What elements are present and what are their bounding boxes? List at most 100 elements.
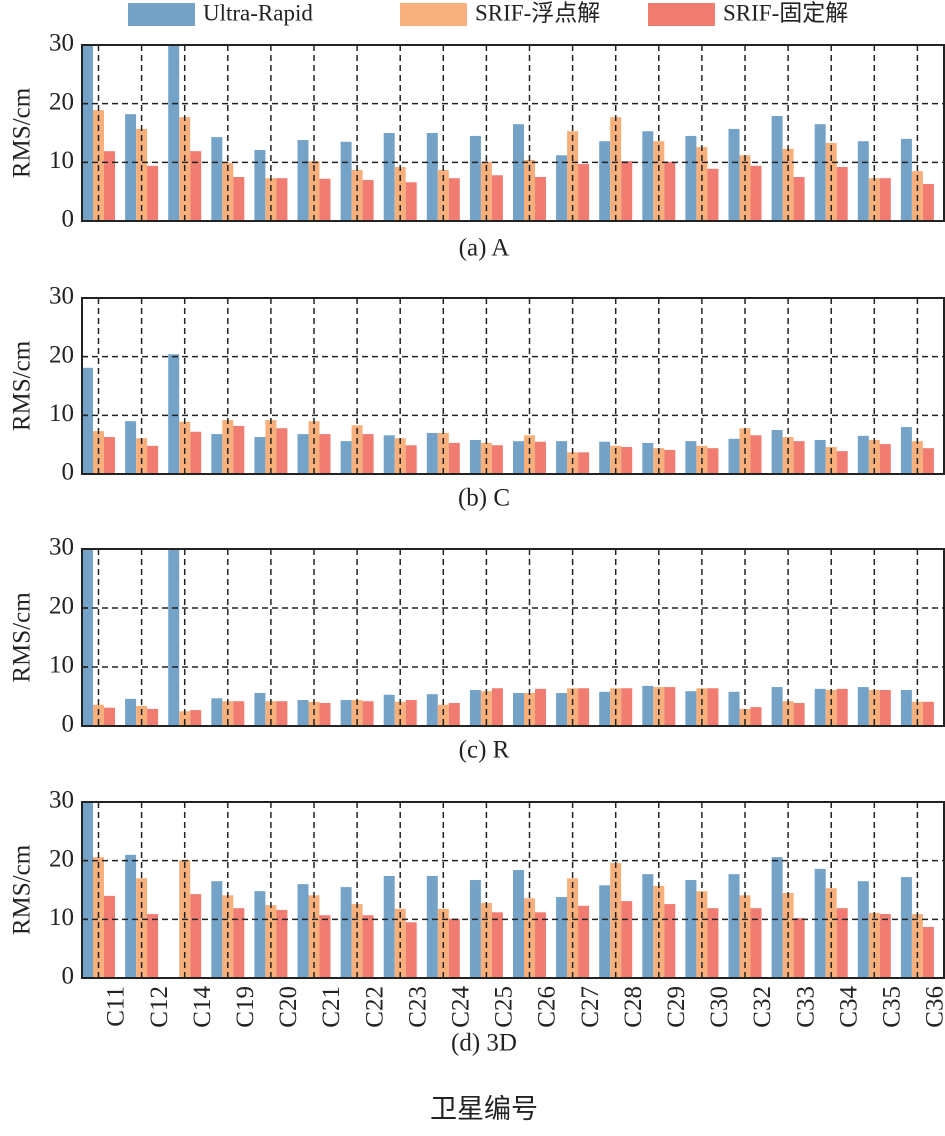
bar — [168, 354, 180, 474]
bar — [448, 918, 460, 978]
legend-swatch — [128, 3, 195, 26]
bar — [900, 138, 912, 221]
bar — [82, 549, 93, 726]
bar — [825, 690, 837, 726]
bar — [340, 887, 352, 978]
bar — [535, 688, 546, 726]
bar — [254, 437, 266, 474]
bar — [685, 135, 697, 221]
bar — [664, 161, 676, 221]
bar — [750, 908, 762, 978]
bar — [578, 164, 590, 221]
bar — [405, 445, 417, 474]
bar — [233, 701, 245, 726]
bar — [469, 439, 481, 474]
bar — [513, 692, 524, 726]
bar — [900, 690, 912, 726]
bar — [857, 141, 869, 221]
bar — [136, 878, 148, 978]
bar — [362, 179, 374, 221]
bar — [405, 182, 417, 221]
bar — [793, 918, 805, 978]
bar — [868, 439, 880, 474]
bar — [168, 549, 180, 726]
bar — [771, 430, 783, 474]
x-tick-label: C12 — [146, 986, 173, 1028]
bar — [642, 442, 654, 474]
plot-frame — [81, 297, 945, 475]
bar — [405, 700, 417, 726]
bar — [82, 367, 93, 474]
y-axis-label: RMS/cm — [9, 87, 36, 178]
panel-caption: (a) A — [459, 235, 510, 262]
bar — [125, 421, 137, 474]
bar — [211, 698, 223, 726]
bar — [857, 881, 869, 978]
y-tick-label: 20 — [49, 88, 74, 115]
bar — [297, 700, 309, 726]
bar — [556, 897, 568, 978]
bar — [233, 177, 245, 221]
y-tick-label: 30 — [49, 283, 74, 310]
bar — [782, 437, 794, 474]
bar — [922, 926, 934, 978]
bar — [750, 165, 762, 221]
bar — [190, 431, 202, 474]
y-tick-label: 10 — [49, 400, 74, 427]
bar — [556, 441, 568, 474]
y-tick-label: 0 — [62, 459, 75, 486]
bar — [211, 137, 223, 221]
bar — [653, 141, 665, 221]
bar — [879, 444, 891, 474]
bar — [362, 701, 374, 726]
bar — [513, 441, 524, 474]
y-tick-label: 20 — [49, 845, 74, 872]
bar — [319, 178, 331, 221]
bar — [707, 688, 719, 726]
bar — [82, 802, 93, 978]
bar — [265, 905, 277, 978]
bar — [793, 441, 805, 474]
bar — [222, 420, 234, 474]
bar — [104, 437, 115, 474]
bar — [739, 708, 751, 726]
bar — [448, 442, 460, 474]
x-tick-label: C27 — [577, 986, 604, 1028]
y-tick-label: 0 — [62, 963, 75, 990]
bar — [621, 161, 633, 221]
bar — [469, 135, 481, 221]
bar — [621, 901, 633, 978]
y-tick-label: 0 — [62, 206, 75, 233]
bar — [535, 912, 546, 978]
x-tick-label: C23 — [404, 986, 431, 1028]
y-tick-label: 30 — [49, 534, 74, 561]
plot-frame — [81, 44, 945, 222]
bar — [480, 161, 492, 221]
bar — [93, 704, 104, 726]
bar — [491, 688, 503, 726]
bar — [524, 435, 535, 474]
bar — [707, 448, 719, 474]
legend-label: SRIF-固定解 — [723, 0, 848, 25]
bar — [707, 908, 719, 978]
bar — [524, 898, 535, 978]
bar — [491, 912, 503, 978]
bar — [362, 915, 374, 978]
bar — [879, 914, 891, 978]
bar — [556, 155, 568, 221]
bar — [125, 114, 137, 221]
bar — [868, 690, 880, 726]
bar — [653, 687, 665, 726]
x-tick-label: C30 — [706, 986, 733, 1028]
bar — [836, 688, 848, 726]
y-axis-label: RMS/cm — [9, 340, 36, 431]
bar — [664, 449, 676, 474]
bar — [125, 698, 137, 726]
bar — [383, 133, 395, 221]
legend-swatch — [648, 3, 715, 26]
bar — [426, 133, 438, 221]
bar — [136, 128, 148, 221]
x-tick-label: C33 — [792, 986, 819, 1028]
y-tick-label: 0 — [62, 711, 75, 738]
bar — [125, 854, 137, 978]
